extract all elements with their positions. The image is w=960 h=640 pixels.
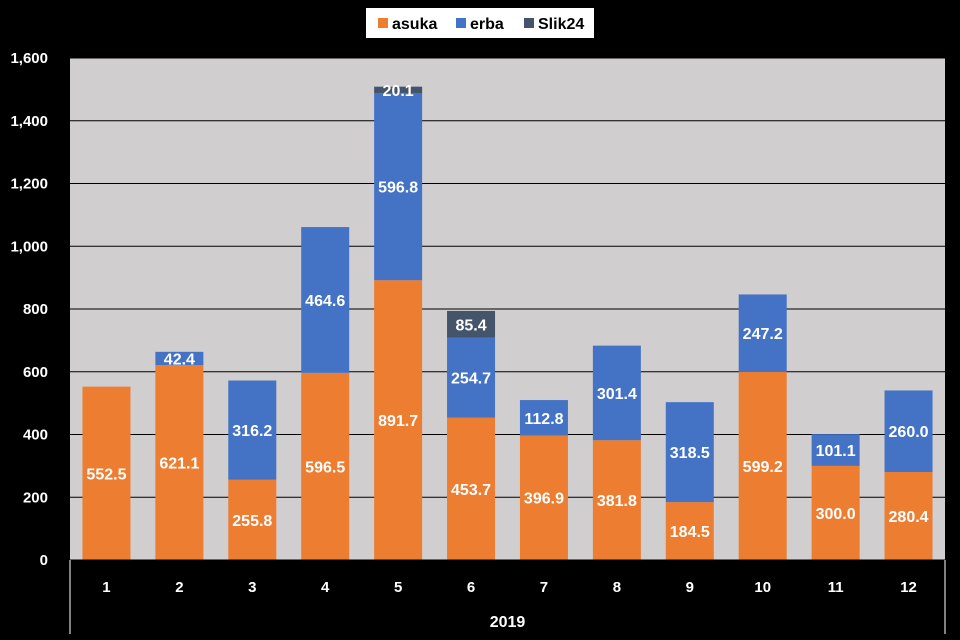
- x-tick-label: 4: [321, 579, 330, 596]
- data-label-asuka-6: 453.7: [451, 482, 491, 499]
- data-label-asuka-4: 596.5: [305, 459, 345, 476]
- data-label-erba-11: 101.1: [816, 443, 856, 460]
- legend-swatch-erba: [456, 18, 466, 28]
- bar-erba-10: [738, 294, 787, 373]
- data-label-erba-6: 254.7: [451, 371, 491, 388]
- bar-asuka-12: [884, 472, 933, 560]
- x-tick-label: 8: [613, 579, 621, 596]
- bar-erba-12: [884, 390, 933, 473]
- bar-erba-11: [811, 434, 860, 466]
- legend: asuka erba Slik24: [366, 8, 594, 38]
- data-label-asuka-11: 300.0: [816, 506, 856, 523]
- legend-box: [366, 8, 594, 38]
- x-tick-label: 1: [102, 579, 110, 596]
- y-tick-label: 1,600: [10, 50, 48, 67]
- y-tick-label: 200: [23, 489, 48, 506]
- y-axis: 0 200 400 600 800 1,000 1,200 1,400 1,600: [10, 50, 48, 569]
- y-tick-label: 1,400: [10, 113, 48, 130]
- x-tick-label: 12: [900, 579, 917, 596]
- data-label-asuka-9: 184.5: [670, 524, 710, 541]
- x-tick-label: 7: [540, 579, 548, 596]
- bar-Slik24-5: [374, 86, 423, 93]
- data-label-erba-9: 318.5: [670, 445, 710, 462]
- y-tick-label: 400: [23, 427, 48, 444]
- bar-erba-4: [301, 227, 350, 373]
- y-tick-label: 600: [23, 364, 48, 381]
- data-label-asuka-12: 280.4: [889, 509, 929, 526]
- x-tick-label: 2: [175, 579, 183, 596]
- bar-erba-5: [374, 92, 423, 281]
- data-labels: 552.5 621.1 42.4 255.8 316.2 596.5 464.6 891.7 5…: [86, 83, 928, 541]
- bar-asuka-5: [374, 280, 423, 560]
- x-tick-label: 10: [754, 579, 771, 596]
- bars: [82, 86, 933, 560]
- bar-asuka-3: [228, 479, 277, 560]
- y-tick-label: 1,000: [10, 238, 48, 255]
- bar-asuka-8: [592, 440, 641, 560]
- bar-asuka-4: [301, 372, 350, 560]
- bar-asuka-10: [738, 372, 787, 560]
- y-tick-label: 800: [23, 301, 48, 318]
- legend-label-Slik24: Slik24: [538, 16, 584, 33]
- gridlines: [70, 57, 945, 498]
- bar-erba-2: [155, 351, 204, 366]
- x-tick-label: 6: [467, 579, 475, 596]
- data-label-erba-12: 260.0: [889, 424, 929, 441]
- x-tick-label: 11: [828, 579, 844, 596]
- legend-label-asuka: asuka: [392, 16, 437, 33]
- data-label-Slik24-5: 20.1: [383, 83, 414, 100]
- bar-erba-6: [447, 337, 496, 418]
- bar-erba-7: [519, 400, 568, 436]
- data-label-asuka-10: 599.2: [743, 459, 783, 476]
- bar-Slik24-6: [447, 310, 496, 338]
- data-label-erba-5: 596.8: [378, 180, 418, 197]
- x-tick-label: 3: [248, 579, 256, 596]
- bar-asuka-6: [447, 417, 496, 560]
- bar-asuka-1: [82, 386, 131, 560]
- x-tick-label: 9: [686, 579, 694, 596]
- legend-swatch-Slik24: [524, 18, 534, 28]
- bar-asuka-2: [155, 365, 204, 560]
- data-label-asuka-1: 552.5: [86, 466, 126, 483]
- bar-erba-8: [592, 345, 641, 441]
- legend-swatch-asuka: [378, 18, 388, 28]
- bar-asuka-7: [519, 435, 568, 560]
- bar-erba-3: [228, 380, 277, 480]
- data-label-erba-3: 316.2: [232, 423, 272, 440]
- bar-asuka-11: [811, 465, 860, 560]
- data-label-erba-8: 301.4: [597, 386, 637, 403]
- data-label-asuka-3: 255.8: [232, 513, 272, 530]
- data-label-asuka-7: 396.9: [524, 491, 564, 508]
- bar-erba-9: [665, 402, 714, 503]
- data-label-erba-4: 464.6: [305, 293, 345, 310]
- data-label-erba-7: 112.8: [524, 411, 563, 428]
- bar-asuka-9: [665, 502, 714, 560]
- data-label-Slik24-6: 85.4: [455, 317, 486, 334]
- data-label-erba-2: 42.4: [164, 351, 195, 368]
- x-group-label: 2019: [490, 614, 526, 631]
- y-tick-label: 1,200: [10, 176, 48, 193]
- x-tick-label: 5: [394, 579, 402, 596]
- data-label-erba-10: 247.2: [743, 326, 783, 343]
- data-label-asuka-2: 621.1: [159, 456, 199, 473]
- legend-label-erba: erba: [470, 16, 504, 33]
- y-tick-label: 0: [40, 552, 48, 569]
- data-label-asuka-5: 891.7: [378, 413, 418, 430]
- data-label-asuka-8: 381.8: [597, 493, 637, 510]
